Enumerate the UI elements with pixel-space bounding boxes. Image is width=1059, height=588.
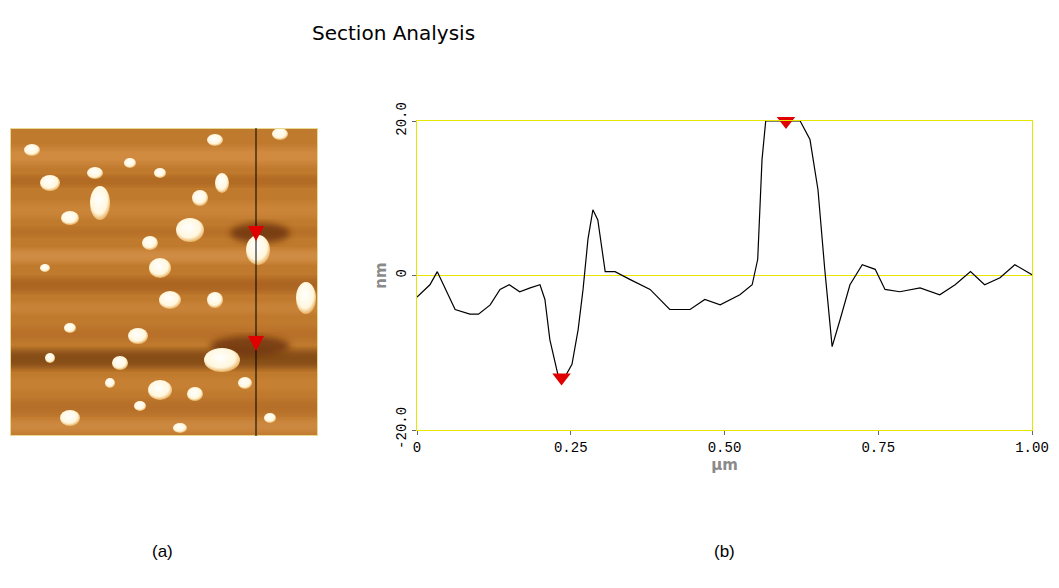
svg-text:-20.0: -20.0: [394, 407, 410, 449]
svg-text:0.25: 0.25: [554, 440, 588, 456]
svg-text:20.0: 20.0: [394, 102, 410, 136]
svg-text:0: 0: [413, 440, 421, 456]
svg-text:µm: µm: [711, 456, 738, 474]
svg-text:0.75: 0.75: [861, 440, 895, 456]
html-text:(b): (b): [714, 542, 735, 561]
svg-text:Section Analysis: Section Analysis: [312, 21, 475, 45]
svg-text:nm: nm: [372, 262, 390, 288]
svg-text:0: 0: [394, 269, 410, 277]
html-text:(a): (a): [152, 542, 173, 561]
svg-text:0.50: 0.50: [708, 440, 742, 456]
svg-text:1.00: 1.00: [1015, 440, 1049, 456]
